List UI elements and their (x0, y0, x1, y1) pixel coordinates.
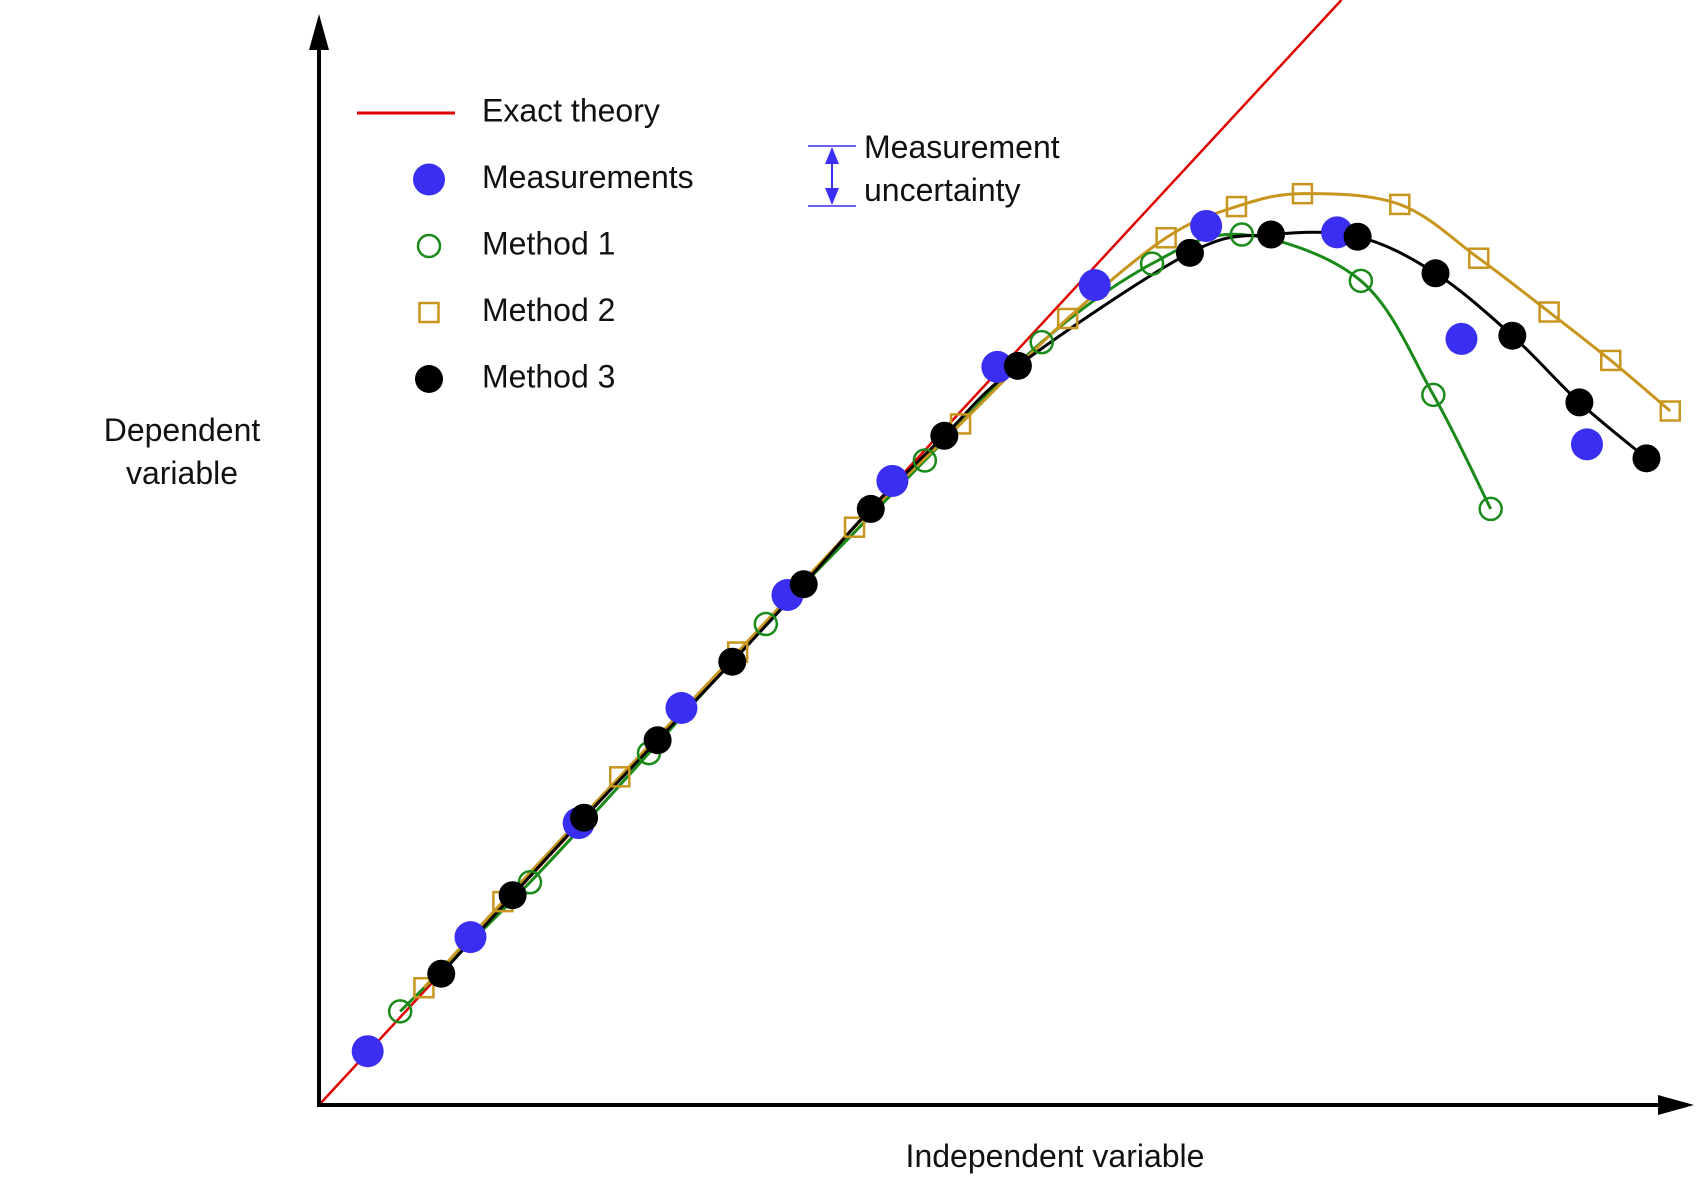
marker (416, 233, 442, 259)
marker (1229, 222, 1255, 247)
marker (718, 647, 747, 676)
marker (609, 766, 631, 788)
marker (643, 726, 672, 755)
marks (351, 182, 1682, 1068)
marker (1468, 247, 1490, 269)
marker (912, 448, 938, 473)
marker (789, 570, 818, 599)
marker (1190, 209, 1223, 242)
marker (1659, 400, 1682, 422)
marker (1291, 182, 1314, 205)
curves (319, 0, 1672, 1106)
marker (387, 999, 413, 1024)
marker (1600, 349, 1622, 372)
marker (1155, 227, 1177, 249)
marker (665, 691, 698, 724)
marker (981, 350, 1014, 383)
marker (1498, 321, 1527, 350)
x-axis-label: Independent variable (905, 1138, 1205, 1174)
marker (843, 516, 866, 538)
marker (1343, 222, 1372, 251)
marker (930, 421, 959, 450)
marker (413, 976, 435, 999)
marker (1632, 444, 1661, 473)
marker (1570, 428, 1603, 461)
marker (1225, 195, 1248, 218)
marker (570, 803, 599, 832)
legend-label: Exact theory (482, 92, 660, 128)
marker (427, 959, 456, 988)
marker (1565, 388, 1594, 417)
series-line (422, 192, 1672, 989)
marker (1348, 268, 1374, 294)
marker (1257, 220, 1286, 249)
series-line (399, 232, 1493, 1013)
marker (1538, 301, 1560, 323)
marker (1078, 269, 1111, 302)
marker (454, 921, 487, 954)
uncertainty-arrow (825, 147, 839, 164)
legend-label: Measurements (482, 159, 694, 195)
marker (517, 870, 543, 895)
uncertainty-icon (808, 145, 856, 207)
legend: Exact theory Measurements Method 1 Method 2… (357, 92, 694, 394)
marker (351, 1035, 384, 1068)
marker (1478, 496, 1503, 522)
marker (415, 365, 443, 393)
legend-label: Method 3 (482, 358, 615, 394)
marker (856, 494, 885, 523)
x-axis-arrow (1658, 1095, 1694, 1115)
uncertainty-arrow (825, 188, 839, 205)
marker (1389, 193, 1411, 216)
marker (1175, 238, 1204, 267)
marker (413, 163, 445, 196)
marker (498, 881, 527, 910)
marker (1056, 307, 1079, 330)
y-axis-arrow (309, 14, 329, 50)
marker (1421, 382, 1446, 408)
series-line (440, 230, 1648, 975)
marker (418, 301, 440, 324)
marker (1029, 329, 1054, 355)
marker (753, 611, 779, 637)
marker (1139, 251, 1165, 276)
marker (1421, 259, 1450, 288)
marker (876, 464, 909, 497)
marker (1003, 351, 1032, 380)
y-axis-label: Dependent variable (103, 412, 261, 491)
legend-label: Method 2 (482, 292, 615, 328)
legend-label: Method 1 (482, 225, 615, 261)
marker (1445, 322, 1478, 355)
uncertainty-label: Measurement uncertainty (864, 129, 1060, 208)
